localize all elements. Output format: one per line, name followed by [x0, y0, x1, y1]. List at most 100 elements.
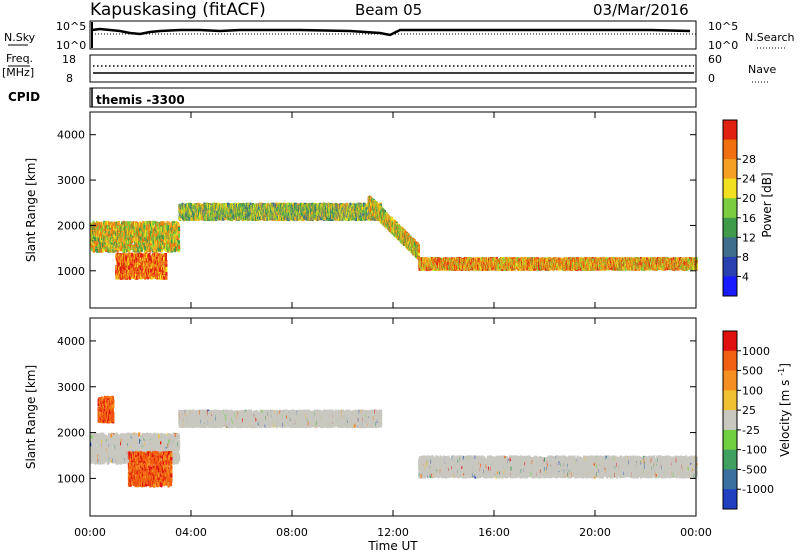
data-cell [161, 234, 164, 239]
data-cell [106, 220, 110, 225]
data-cell [177, 223, 180, 228]
cpid-value: themis -3300 [96, 93, 185, 107]
data-cell [167, 221, 170, 226]
data-cell [104, 229, 107, 233]
data-cell [139, 241, 142, 246]
noise-tick-left-top: 10^5 [56, 20, 86, 33]
data-cell [139, 221, 142, 226]
data-cell [116, 248, 119, 253]
data-cell [134, 221, 137, 226]
data-cell [101, 226, 105, 230]
data-cell [106, 239, 109, 244]
data-cell [177, 233, 181, 238]
noise-tick-right-top: 10^5 [708, 20, 738, 33]
data-cell [182, 213, 185, 218]
freq-tick-bottom: 8 [66, 72, 73, 85]
cpid-panel: CPID themis -3300 [8, 87, 697, 108]
data-cell [159, 223, 162, 228]
data-cell [92, 220, 95, 225]
data-cell [139, 227, 142, 232]
data-cell [175, 244, 178, 249]
data-cell [177, 245, 181, 250]
data-cell [146, 242, 149, 247]
data-cell [149, 248, 152, 253]
data-cell [174, 230, 177, 235]
data-cell [166, 244, 170, 249]
data-cell [100, 231, 103, 236]
freq-unit: [MHz] [2, 66, 34, 79]
data-cell [146, 248, 149, 253]
beam-label: Beam 05 [355, 1, 422, 19]
data-cell [100, 234, 103, 239]
data-cell [186, 204, 189, 209]
data-cell [188, 216, 191, 221]
data-cell [117, 242, 121, 247]
data-cell [111, 241, 114, 246]
data-cell [158, 233, 161, 238]
data-cell [135, 236, 138, 241]
cpid-label: CPID [8, 90, 40, 104]
data-cell [138, 224, 141, 228]
data-cell [158, 235, 161, 240]
data-cell [114, 234, 117, 239]
date-label: 03/Mar/2016 [593, 1, 689, 19]
data-cell [224, 216, 227, 221]
data-cell [93, 240, 96, 245]
radar-title: Kapuskasing (fitACF) [90, 0, 266, 20]
data-cell [122, 236, 125, 241]
data-cell [143, 224, 146, 229]
data-cell [118, 226, 121, 231]
data-cell [197, 215, 200, 220]
data-cell [93, 243, 96, 247]
data-cell [128, 222, 131, 227]
data-cell [150, 239, 153, 244]
data-cell [99, 224, 102, 229]
data-cell [142, 220, 145, 225]
data-cell [128, 243, 131, 248]
data-cell [161, 248, 164, 253]
data-cell [123, 248, 126, 253]
noise-tick-left-bottom: 10^0 [56, 39, 86, 52]
freq-tick-top: 18 [62, 53, 76, 66]
data-cell [155, 240, 158, 245]
data-cell [166, 220, 169, 225]
data-cell [159, 229, 162, 234]
data-cell [107, 248, 110, 253]
data-cell [108, 233, 111, 238]
data-cell [170, 232, 173, 236]
data-cell [111, 221, 114, 226]
data-cell [115, 246, 118, 250]
data-cell [152, 225, 155, 229]
data-cell [154, 246, 157, 251]
data-cell [177, 229, 181, 234]
nsearch-label: N.Search [745, 31, 795, 44]
data-cell [105, 237, 108, 242]
data-cell [96, 248, 99, 253]
data-cell [173, 242, 176, 247]
freq-panel: Freq. [MHz] 18 8 60 0 Nave [2, 52, 776, 85]
noise-panel: N.Sky 10^5 10^0 10^5 10^0 N.Search [4, 20, 795, 52]
data-cell [174, 247, 177, 252]
data-cell [146, 246, 149, 251]
data-cell [157, 247, 160, 252]
data-cell [147, 224, 150, 229]
data-cell [152, 228, 155, 233]
data-cell [98, 229, 101, 234]
data-cell [111, 230, 114, 235]
data-cell [167, 225, 170, 229]
data-cell [161, 237, 164, 242]
freq-label: Freq. [6, 52, 33, 65]
data-cell [185, 216, 188, 221]
data-cell [170, 222, 173, 227]
data-cell [140, 222, 143, 227]
data-cell [97, 237, 100, 242]
nave-tick-top: 60 [708, 53, 722, 66]
nave-label: Nave [748, 63, 776, 76]
nsky-trace [91, 27, 691, 37]
data-cell [162, 235, 165, 240]
data-cell [177, 240, 181, 245]
data-cell [106, 236, 110, 241]
data-cell [152, 220, 155, 225]
nave-tick-bottom: 0 [708, 72, 715, 85]
